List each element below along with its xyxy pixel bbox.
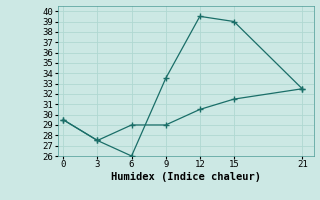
X-axis label: Humidex (Indice chaleur): Humidex (Indice chaleur) — [111, 172, 260, 182]
